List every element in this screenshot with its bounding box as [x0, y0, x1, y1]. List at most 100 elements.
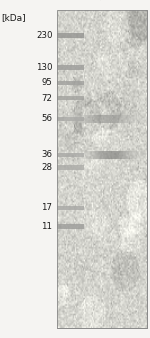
Text: RT-4: RT-4	[95, 0, 118, 2]
Bar	[57, 96, 84, 100]
Bar	[133, 115, 134, 123]
Bar	[57, 206, 84, 210]
Bar	[133, 151, 134, 159]
Bar	[119, 151, 120, 159]
Bar	[95, 151, 96, 159]
Bar	[80, 115, 81, 123]
Bar	[125, 115, 126, 123]
Bar	[84, 151, 85, 159]
Bar	[57, 224, 84, 228]
Bar	[87, 151, 88, 159]
Text: [kDa]: [kDa]	[2, 14, 26, 23]
Bar	[99, 151, 100, 159]
Bar	[129, 151, 130, 159]
Bar	[144, 151, 145, 159]
Bar	[114, 115, 115, 123]
Bar	[90, 151, 91, 159]
Bar	[65, 115, 66, 123]
Bar	[57, 165, 84, 170]
Bar	[113, 115, 114, 123]
Bar	[100, 115, 101, 123]
Bar	[98, 151, 99, 159]
Bar	[143, 151, 144, 159]
Bar	[69, 115, 70, 123]
Bar	[72, 115, 73, 123]
Bar	[107, 115, 108, 123]
Bar	[124, 115, 125, 123]
Bar	[102, 151, 103, 159]
Bar	[93, 151, 94, 159]
Text: 230: 230	[36, 31, 52, 40]
Bar	[71, 115, 72, 123]
Bar	[57, 81, 84, 85]
Bar	[140, 151, 141, 159]
Bar	[118, 115, 119, 123]
Bar	[83, 115, 84, 123]
Bar	[107, 151, 108, 159]
Bar	[81, 115, 82, 123]
Bar	[141, 151, 142, 159]
Bar	[141, 115, 142, 123]
Bar	[99, 115, 100, 123]
Bar	[57, 10, 147, 328]
Bar	[57, 117, 84, 121]
Bar	[66, 115, 67, 123]
Bar	[85, 151, 86, 159]
Bar	[77, 151, 78, 159]
Bar	[137, 151, 138, 159]
Bar	[57, 65, 84, 70]
Bar	[144, 115, 145, 123]
Bar	[57, 152, 84, 157]
Bar	[128, 115, 129, 123]
Bar	[103, 115, 104, 123]
Bar	[73, 115, 74, 123]
Bar	[94, 115, 95, 123]
Bar	[92, 151, 93, 159]
Bar	[108, 115, 109, 123]
Bar	[127, 151, 128, 159]
Bar	[88, 151, 89, 159]
Bar	[114, 151, 115, 159]
Bar	[86, 151, 87, 159]
Bar	[119, 115, 120, 123]
Text: 17: 17	[42, 203, 52, 212]
Bar	[122, 115, 123, 123]
Bar	[132, 151, 133, 159]
Bar	[126, 151, 127, 159]
Bar	[80, 151, 81, 159]
Bar	[138, 151, 139, 159]
Bar	[123, 151, 124, 159]
Bar	[97, 115, 98, 123]
Bar	[111, 151, 112, 159]
Bar	[90, 115, 91, 123]
Bar	[104, 115, 105, 123]
Bar	[94, 151, 95, 159]
Bar	[76, 115, 77, 123]
Bar	[74, 115, 75, 123]
Bar	[130, 151, 131, 159]
Bar	[116, 151, 117, 159]
Bar	[97, 151, 98, 159]
Bar	[101, 151, 102, 159]
Bar	[115, 115, 116, 123]
Bar	[143, 115, 144, 123]
Bar	[85, 115, 86, 123]
Bar	[68, 115, 69, 123]
Bar	[130, 115, 131, 123]
Bar	[81, 151, 82, 159]
Bar	[96, 151, 97, 159]
Text: 11: 11	[42, 222, 52, 231]
Bar	[132, 115, 133, 123]
Bar	[92, 115, 93, 123]
Bar	[108, 151, 109, 159]
Bar	[104, 151, 105, 159]
Bar	[124, 151, 125, 159]
Bar	[109, 151, 110, 159]
Bar	[84, 115, 85, 123]
Bar	[117, 151, 118, 159]
Bar	[136, 115, 137, 123]
Bar	[129, 115, 130, 123]
Bar	[91, 115, 92, 123]
Text: 36: 36	[42, 150, 52, 159]
Bar	[93, 115, 94, 123]
